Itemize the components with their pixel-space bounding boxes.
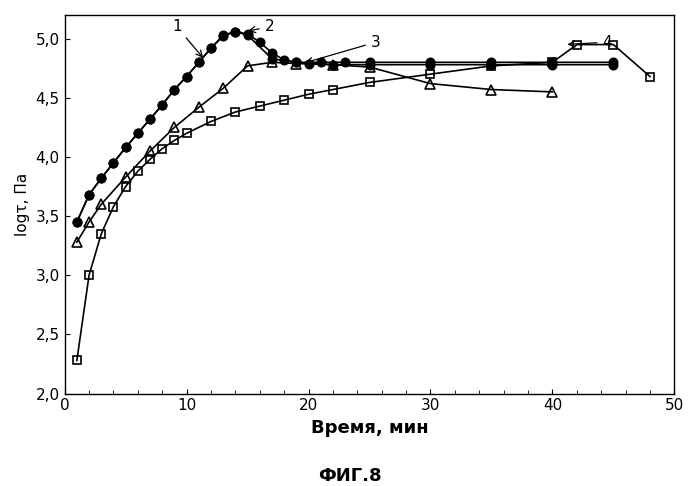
Text: 4: 4	[569, 35, 612, 50]
Text: ФИГ.8: ФИГ.8	[317, 467, 382, 485]
X-axis label: Время, мин: Время, мин	[311, 419, 428, 437]
Text: 2: 2	[250, 19, 274, 35]
Y-axis label: logτ, Па: logτ, Па	[15, 173, 30, 236]
Text: 1: 1	[172, 19, 202, 57]
Text: 3: 3	[306, 35, 380, 64]
